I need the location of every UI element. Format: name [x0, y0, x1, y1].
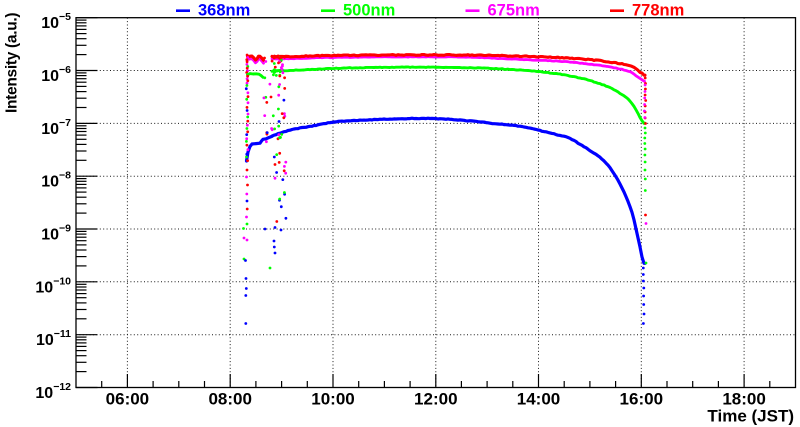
svg-text:Intensity (a.u.): Intensity (a.u.)	[4, 13, 21, 113]
svg-text:368nm: 368nm	[198, 2, 250, 20]
svg-text:675nm: 675nm	[488, 2, 540, 20]
svg-text:06:00: 06:00	[106, 390, 149, 409]
svg-text:500nm: 500nm	[343, 2, 395, 20]
svg-text:16:00: 16:00	[620, 390, 663, 409]
svg-text:Time (JST): Time (JST)	[707, 407, 794, 426]
svg-text:08:00: 08:00	[208, 390, 251, 409]
svg-text:14:00: 14:00	[517, 390, 560, 409]
svg-text:12:00: 12:00	[414, 390, 457, 409]
svg-text:18:00: 18:00	[722, 390, 765, 409]
svg-text:10:00: 10:00	[311, 390, 354, 409]
svg-text:778nm: 778nm	[632, 2, 684, 20]
